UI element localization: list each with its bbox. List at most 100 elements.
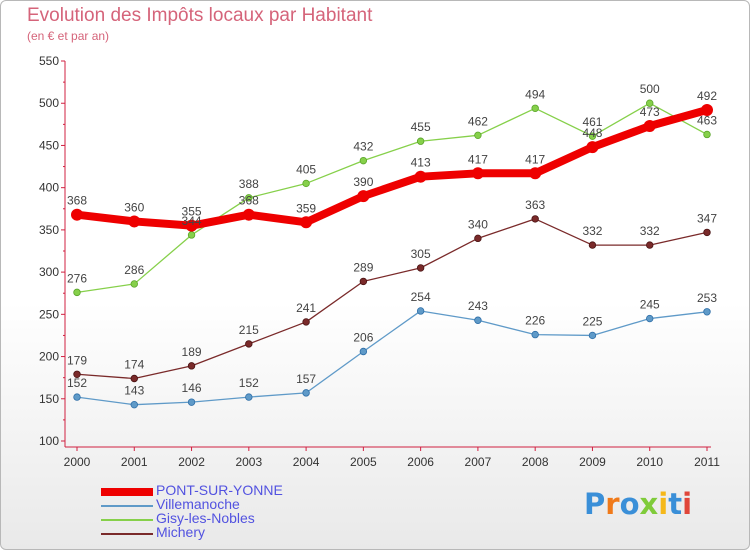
data-label: 388 xyxy=(239,177,259,191)
data-point xyxy=(643,120,656,133)
x-tick-label: 2002 xyxy=(178,455,205,469)
data-label: 152 xyxy=(239,376,259,390)
data-label: 286 xyxy=(124,263,144,277)
data-point xyxy=(588,241,597,249)
data-label: 174 xyxy=(124,358,144,372)
data-point xyxy=(359,347,368,356)
y-tick-label: 450 xyxy=(39,138,59,152)
data-label: 253 xyxy=(697,291,717,305)
y-tick-label: 200 xyxy=(39,350,59,364)
data-point xyxy=(128,215,141,228)
data-label: 215 xyxy=(239,323,259,337)
x-tick-label: 2001 xyxy=(121,455,148,469)
chart-title: Evolution des Impôts locaux par Habitant xyxy=(27,5,373,26)
data-point xyxy=(302,318,310,326)
data-label: 405 xyxy=(296,162,316,176)
data-label: 243 xyxy=(468,299,488,313)
data-label: 179 xyxy=(67,353,87,367)
data-point xyxy=(300,216,313,229)
y-tick-label: 550 xyxy=(39,54,59,68)
data-label: 417 xyxy=(525,152,545,166)
y-tick-label: 400 xyxy=(39,181,59,195)
data-label: 432 xyxy=(353,140,373,154)
data-label: 355 xyxy=(182,205,202,219)
data-label: 413 xyxy=(411,156,431,170)
data-label: 289 xyxy=(353,260,373,274)
data-point xyxy=(73,288,81,297)
data-point xyxy=(531,330,539,339)
data-point xyxy=(588,132,597,140)
data-point xyxy=(73,370,81,378)
data-point xyxy=(474,316,482,324)
data-label: 146 xyxy=(182,381,202,395)
data-label: 305 xyxy=(411,247,431,261)
data-point xyxy=(71,208,83,221)
legend-label: Gisy-les-Nobles xyxy=(156,510,255,526)
data-label: 332 xyxy=(582,224,602,238)
data-label: 157 xyxy=(296,372,316,386)
data-label: 189 xyxy=(182,345,202,359)
data-point xyxy=(646,99,654,107)
legend-swatch xyxy=(101,505,153,507)
data-label: 245 xyxy=(640,298,660,312)
series-line-villemanoche xyxy=(76,310,708,406)
data-label: 417 xyxy=(468,152,488,166)
data-point xyxy=(73,393,81,401)
data-point xyxy=(187,231,196,239)
y-tick-label: 100 xyxy=(39,434,59,448)
x-tick-label: 2000 xyxy=(64,455,91,469)
data-point xyxy=(474,131,482,140)
x-tick-label: 2004 xyxy=(293,455,320,469)
x-tick-label: 2006 xyxy=(407,455,434,469)
data-label: 360 xyxy=(124,200,144,214)
data-point xyxy=(416,264,425,272)
proxiti-logo: Proxiti xyxy=(584,487,693,521)
data-point xyxy=(474,234,482,243)
y-tick-label: 350 xyxy=(39,223,59,237)
x-tick-label: 2005 xyxy=(350,455,377,469)
data-point xyxy=(701,103,713,116)
data-label: 463 xyxy=(697,113,717,127)
legend-swatch xyxy=(101,519,153,521)
data-point xyxy=(245,340,253,348)
data-label: 492 xyxy=(697,89,717,103)
data-point xyxy=(416,307,425,315)
data-label: 143 xyxy=(124,384,144,398)
data-point xyxy=(187,398,196,406)
data-point xyxy=(185,219,198,232)
data-label: 461 xyxy=(582,115,602,129)
data-point xyxy=(302,389,310,397)
data-label: 500 xyxy=(640,82,660,96)
x-tick-label: 2003 xyxy=(235,455,262,469)
data-label: 368 xyxy=(239,194,259,208)
data-label: 494 xyxy=(525,87,545,101)
data-label: 241 xyxy=(296,301,316,315)
data-label: 276 xyxy=(67,271,87,285)
data-point xyxy=(245,194,253,202)
data-point xyxy=(703,308,711,316)
data-point xyxy=(187,362,196,370)
data-label: 359 xyxy=(296,201,316,215)
data-point xyxy=(646,241,654,249)
data-label: 368 xyxy=(67,194,87,208)
data-label: 363 xyxy=(525,198,545,212)
series-line-gisy-les-nobles xyxy=(76,102,708,294)
chart-subtitle: (en € et par an) xyxy=(27,29,110,43)
x-tick-label: 2009 xyxy=(579,455,606,469)
data-point xyxy=(130,374,138,383)
data-label: 152 xyxy=(67,376,87,390)
data-point xyxy=(359,156,368,165)
legend-label: Villemanoche xyxy=(156,496,240,512)
data-point xyxy=(529,167,542,180)
data-label: 347 xyxy=(697,211,717,225)
legend-swatch xyxy=(101,488,153,496)
data-label: 254 xyxy=(411,290,431,304)
data-point xyxy=(302,179,310,188)
data-point xyxy=(531,104,539,112)
data-point xyxy=(416,137,425,145)
data-point xyxy=(471,167,484,180)
data-label: 448 xyxy=(582,126,602,140)
data-label: 344 xyxy=(182,214,202,228)
